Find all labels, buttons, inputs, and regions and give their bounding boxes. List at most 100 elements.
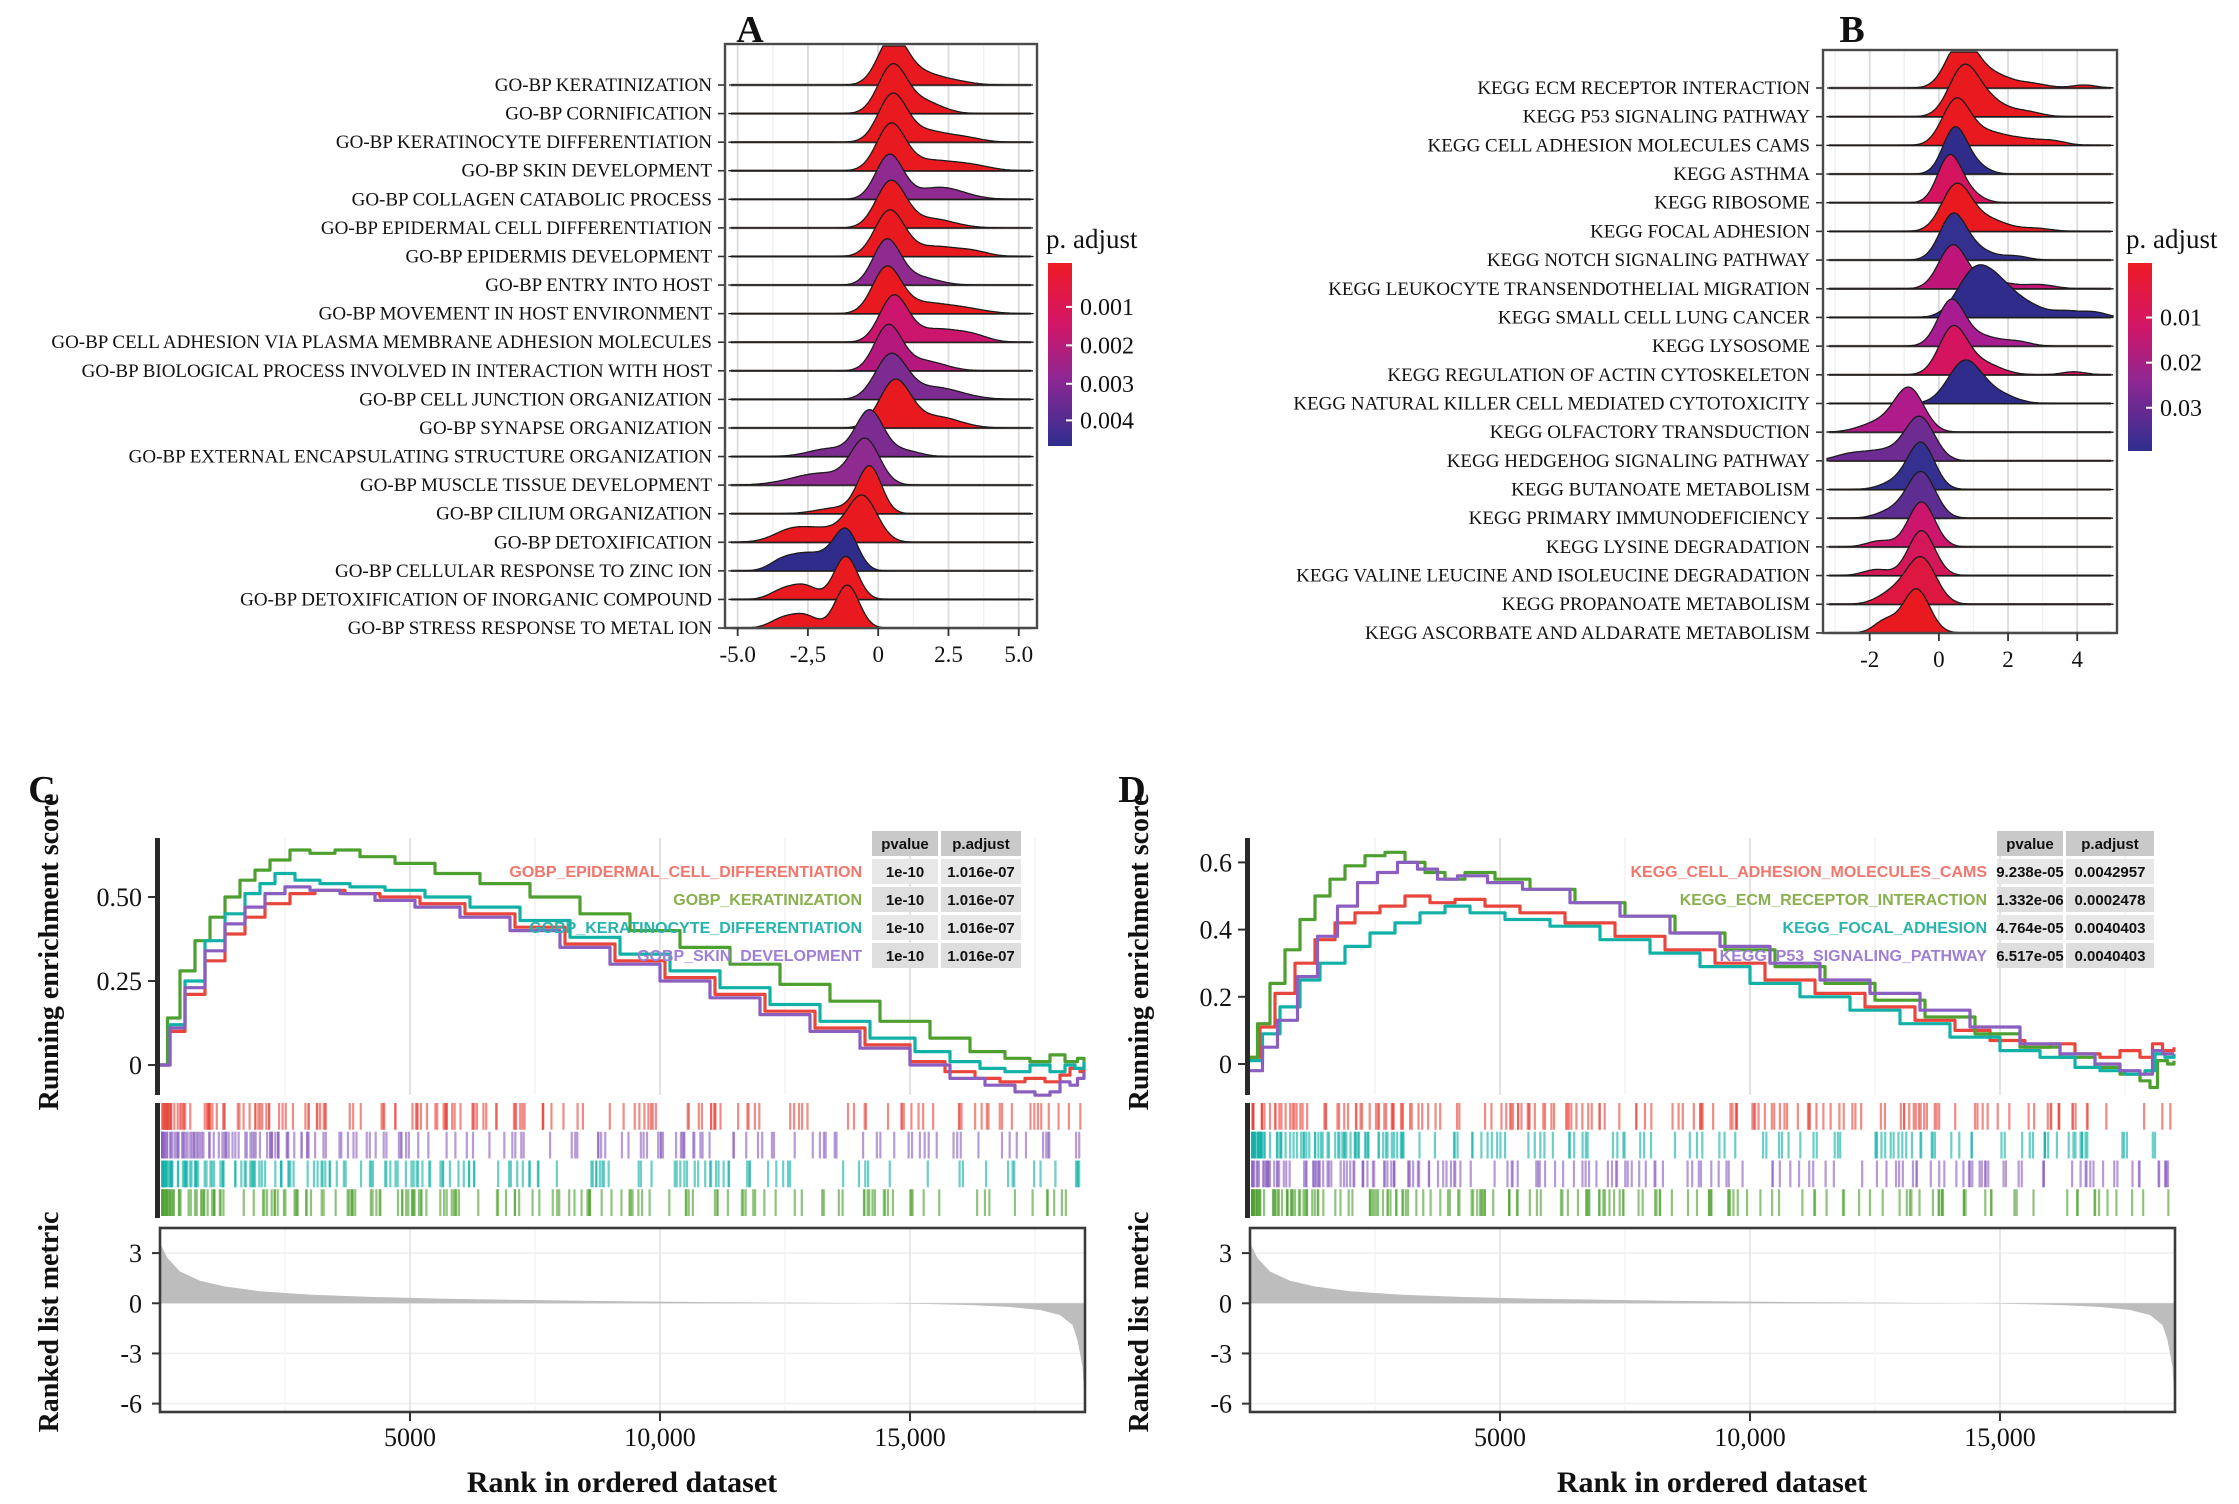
ridge-row: GO-BP MOVEMENT IN HOST ENVIRONMENT <box>319 265 1034 325</box>
ridge-density <box>728 352 1034 401</box>
ridge-panel-border <box>723 42 1039 630</box>
ridge-row-label: KEGG NOTCH SIGNALING PATHWAY <box>1487 250 1810 271</box>
enrichment-curve <box>1250 894 2176 1059</box>
rug-band <box>1251 1103 2172 1130</box>
x-tick-label: 5.0 <box>1004 642 1033 667</box>
ridge-row-label: KEGG PROPANOATE METABOLISM <box>1502 594 1810 615</box>
table-cell <box>872 943 938 968</box>
ridge-row-label: GO-BP EPIDERMIS DEVELOPMENT <box>406 246 713 267</box>
panel-d-es-ylabel: Running enrichment score <box>1124 794 1155 1111</box>
x-tick-label: 15,000 <box>874 1423 946 1452</box>
table-cell <box>941 943 1021 968</box>
rug-axis-bar <box>1245 1103 1250 1218</box>
x-tick-label: 10,000 <box>624 1423 696 1452</box>
ridge-density <box>728 62 1034 115</box>
ridge-row-label: GO-BP COLLAGEN CATABOLIC PROCESS <box>352 189 712 210</box>
ridge-row: KEGG PROPANOATE METABOLISM <box>1502 555 2114 615</box>
ridge-density <box>729 464 1033 515</box>
ridge-row: KEGG VALINE LEUCINE AND ISOLEUCINE DEGRA… <box>1296 529 2114 587</box>
ridge-row-label: GO-BP EXTERNAL ENCAPSULATING STRUCTURE O… <box>129 447 713 468</box>
table-header-label: pvalue <box>2006 836 2054 853</box>
ridge-row-label: KEGG SMALL CELL LUNG CANCER <box>1498 307 1810 328</box>
table-header-cell <box>872 831 938 856</box>
ridge-row: KEGG NATURAL KILLER CELL MEDIATED CYTOTO… <box>1293 359 2114 414</box>
ridge-row-label: GO-BP DETOXIFICATION <box>494 532 712 553</box>
table-cell-value: 1e-10 <box>886 920 924 937</box>
ridge-row: GO-BP DETOXIFICATION <box>494 494 1034 553</box>
table-cell-value: 1e-10 <box>886 864 924 881</box>
panel-d-xlabel: Rank in ordered dataset <box>1557 1466 1867 1499</box>
x-tick-label: 2 <box>2002 647 2014 672</box>
table-cell <box>941 859 1021 884</box>
ridge-row: GO-BP COLLAGEN CATABOLIC PROCESS <box>352 153 1034 210</box>
ridge-density <box>728 122 1034 172</box>
ridge-density <box>1826 415 2114 462</box>
ridge-row-label: KEGG LEUKOCYTE TRANSENDOTHELIAL MIGRATIO… <box>1328 279 1810 300</box>
x-tick-label: -5.0 <box>719 642 755 667</box>
ridge-density <box>728 378 1034 429</box>
table-header-cell <box>1997 831 2063 856</box>
ridge-density <box>728 437 1034 486</box>
es-axis-bar <box>1245 838 1250 1095</box>
x-tick-label: 10,000 <box>1714 1423 1786 1452</box>
es-tick-label: 0.2 <box>1200 983 1233 1012</box>
ridge-row-label: GO-BP CORNIFICATION <box>505 104 712 125</box>
ridge-density <box>1826 63 2114 118</box>
ridge-row-label: KEGG P53 SIGNALING PATHWAY <box>1523 107 1811 128</box>
legend-tick-label: 0.001 <box>1080 295 1134 321</box>
legend-tick-label: 0.004 <box>1080 408 1134 434</box>
panel-b-title: B <box>1839 9 1864 51</box>
table-cell <box>1997 915 2063 940</box>
ridge-row: KEGG OLFACTORY TRANSDUCTION <box>1490 386 2114 443</box>
rug-band <box>160 1103 1082 1130</box>
ridge-density <box>728 209 1034 258</box>
table-cell <box>872 915 938 940</box>
es-tick-label: 0.50 <box>97 883 143 912</box>
x-tick-label: 0 <box>1933 647 1945 672</box>
ridge-row-label: KEGG PRIMARY IMMUNODEFICIENCY <box>1469 508 1811 529</box>
series-legend-label: GOBP_SKIN_DEVELOPMENT <box>637 948 862 965</box>
ridge-density <box>728 408 1034 458</box>
ridge-row-label: GO-BP ENTRY INTO HOST <box>485 275 712 296</box>
ridge-density <box>1827 324 2113 376</box>
ridge-density <box>1826 441 2114 491</box>
ridge-density <box>728 527 1034 572</box>
ridge-density <box>729 179 1033 229</box>
ridge-row: KEGG LYSINE DEGRADATION <box>1546 501 2114 558</box>
table-header-label: pvalue <box>881 836 929 853</box>
ridge-density <box>1826 97 2114 147</box>
rug-band <box>1251 1160 2170 1188</box>
table-cell <box>872 859 938 884</box>
ridge-density <box>729 323 1033 372</box>
table-cell <box>2066 915 2154 940</box>
metric-panel-bg <box>160 1228 1085 1412</box>
ridge-row-label: KEGG REGULATION OF ACTIN CYTOSKELETON <box>1387 365 1810 386</box>
table-cell-value: 1e-10 <box>886 892 924 909</box>
ridge-row-label: KEGG LYSINE DEGRADATION <box>1546 537 1810 558</box>
table-cell-value: 0.0040403 <box>2075 948 2146 965</box>
ridge-row-label: KEGG ASCORBATE AND ALDARATE METABOLISM <box>1365 623 1810 644</box>
x-tick-label: 4 <box>2071 647 2083 672</box>
ridge-row-label: KEGG VALINE LEUCINE AND ISOLEUCINE DEGRA… <box>1296 566 1810 587</box>
panel-d-metric-ylabel: Ranked list metric <box>1124 1212 1155 1433</box>
es-tick-label: 0 <box>129 1051 142 1080</box>
ridge-density <box>728 494 1034 543</box>
panel-c-gsea-plot: 0.50 0.25 0 3 0 -3 -6 5000 10,000 15,000 pvalue p.a… <box>97 831 1087 1452</box>
rug-band <box>1250 1189 2170 1216</box>
metric-tick-label: 0 <box>129 1289 142 1318</box>
metric-tick-label: 3 <box>1219 1239 1232 1268</box>
ridge-density <box>1826 555 2114 605</box>
table-cell-value: 4.764e-05 <box>1996 920 2064 937</box>
ridge-row: KEGG P53 SIGNALING PATHWAY <box>1523 63 2114 128</box>
ridge-row-label: GO-BP KERATINIZATION <box>495 75 713 96</box>
ridge-row-label: KEGG FOCAL ADHESION <box>1590 221 1810 242</box>
ridge-row-label: GO-BP CELL JUNCTION ORGANIZATION <box>359 389 712 410</box>
x-tick-label: -2 <box>1860 647 1879 672</box>
ridge-row-label: GO-BP EPIDERMAL CELL DIFFERENTIATION <box>321 218 712 239</box>
ridge-density <box>728 265 1034 315</box>
ridge-row: KEGG SMALL CELL LUNG CANCER <box>1498 264 2114 328</box>
table-header-label: p.adjust <box>952 836 1010 853</box>
ridge-row-label: GO-BP DETOXIFICATION OF INORGANIC COMPOU… <box>240 589 712 610</box>
es-tick-label: 0.4 <box>1200 916 1233 945</box>
metric-tick-label: -6 <box>1210 1390 1232 1419</box>
